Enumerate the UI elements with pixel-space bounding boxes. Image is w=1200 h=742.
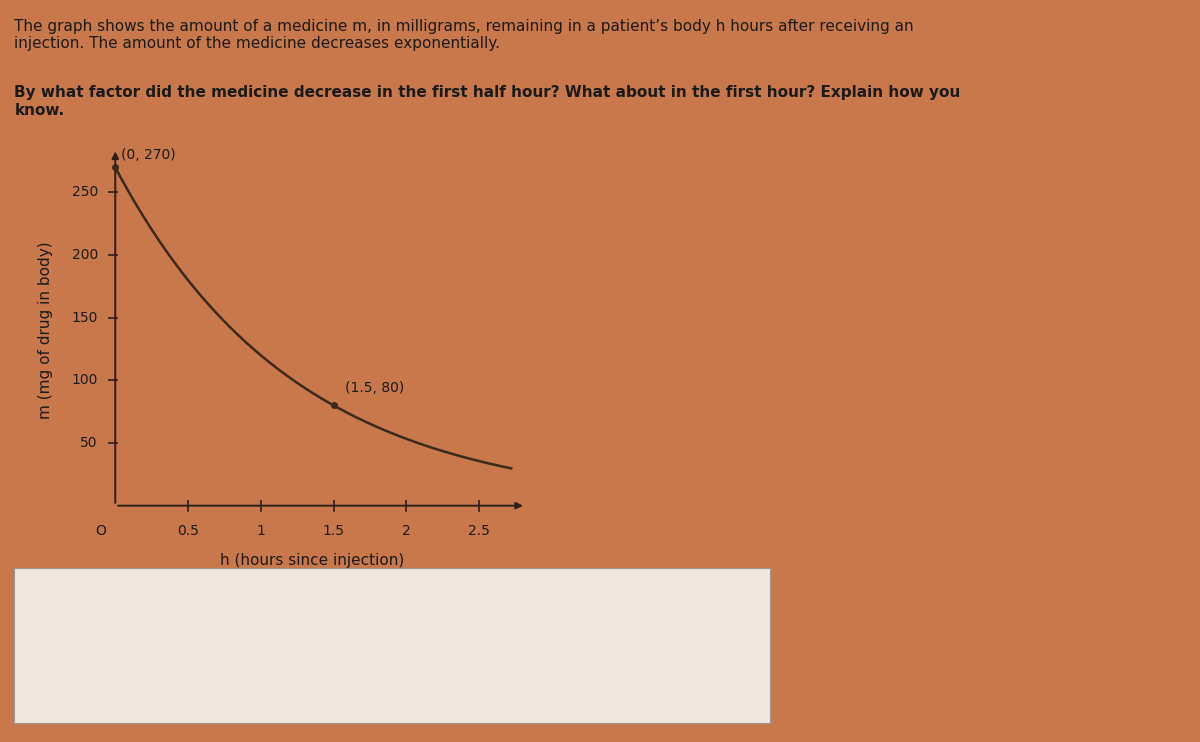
Text: 1.5: 1.5	[323, 525, 344, 539]
Text: 100: 100	[72, 373, 98, 387]
Text: O: O	[95, 525, 106, 539]
Text: The graph shows the amount of a medicine m, in milligrams, remaining in a patien: The graph shows the amount of a medicine…	[14, 19, 914, 51]
Text: (0, 270): (0, 270)	[121, 148, 175, 162]
Text: 0.5: 0.5	[178, 525, 199, 539]
Text: 1: 1	[257, 525, 265, 539]
Text: 2: 2	[402, 525, 410, 539]
Text: h (hours since injection): h (hours since injection)	[220, 554, 404, 568]
Text: (1.5, 80): (1.5, 80)	[346, 381, 404, 395]
Text: By what factor did the medicine decrease in the first half hour? What about in t: By what factor did the medicine decrease…	[14, 85, 961, 118]
Text: 2.5: 2.5	[468, 525, 490, 539]
Text: 150: 150	[72, 311, 98, 325]
Text: 200: 200	[72, 248, 98, 262]
Text: 250: 250	[72, 186, 98, 200]
Text: m (mg of drug in body): m (mg of drug in body)	[38, 241, 53, 419]
Text: 50: 50	[80, 436, 98, 450]
